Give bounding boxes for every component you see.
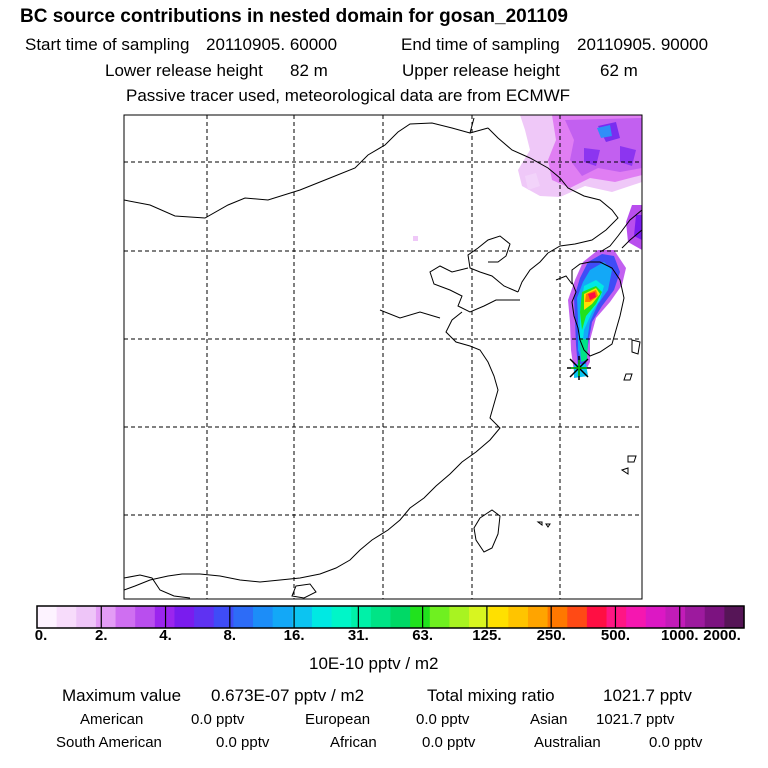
colorbar-cell xyxy=(115,606,136,628)
colorbar-tick-label: 63. xyxy=(412,627,434,644)
colorbar-tick-label: 500. xyxy=(600,627,631,644)
colorbar-cell xyxy=(665,606,686,628)
colorbar-cell xyxy=(292,606,313,628)
colorbar-cell xyxy=(95,606,117,628)
colorbar-cell xyxy=(429,606,451,628)
region-value: 0.0 pptv xyxy=(422,734,476,751)
colorbar-cell xyxy=(685,606,706,628)
colorbar-cell xyxy=(213,606,234,628)
region-name: American xyxy=(80,711,144,728)
colorbar-cell xyxy=(645,606,667,628)
max-value: 0.673E-07 pptv / m2 xyxy=(211,686,365,705)
colorbar-cell xyxy=(567,606,588,628)
colorbar-tick-label: 1000. xyxy=(660,627,699,644)
colorbar-cell xyxy=(233,606,254,628)
region-name: European xyxy=(305,711,371,728)
colorbar-cell xyxy=(370,606,392,628)
colorbar-cell xyxy=(469,606,490,628)
total-mixing-label: Total mixing ratio xyxy=(427,686,555,705)
upper-height-label: Upper release height xyxy=(402,61,560,80)
colorbar-cell xyxy=(626,606,647,628)
region-value: 0.0 pptv xyxy=(191,711,245,728)
colorbar-tick-label: 2000. xyxy=(703,627,741,644)
colorbar-tick-label: 0. xyxy=(34,627,48,644)
colorbar-units: 10E-10 pptv / m2 xyxy=(309,654,439,673)
lower-height-label: Lower release height xyxy=(105,61,263,80)
colorbar-cell xyxy=(724,606,745,628)
colorbar-cell xyxy=(76,606,97,628)
start-time-label: Start time of sampling xyxy=(25,35,190,54)
region-name: Australian xyxy=(534,734,601,751)
colorbar-tick-label: 2. xyxy=(95,627,108,644)
lower-height-value: 82 m xyxy=(290,61,328,80)
colorbar-tick-label: 31. xyxy=(347,627,369,644)
colorbar-cell xyxy=(606,606,627,628)
colorbar-frame xyxy=(36,605,745,629)
chart-title: BC source contributions in nested domain… xyxy=(20,6,568,27)
max-value-label: Maximum value xyxy=(62,686,182,705)
grid xyxy=(124,115,642,599)
coastlines xyxy=(124,117,642,599)
colorbar-cell xyxy=(351,606,372,628)
colorbar-cell xyxy=(56,606,77,628)
colorbar-cell xyxy=(586,606,608,628)
colorbar-cell xyxy=(135,606,156,628)
colorbar-tick-label: 16. xyxy=(283,627,305,644)
colorbar-tick-label: 8. xyxy=(223,627,237,644)
colorbar-tick-label: 125. xyxy=(472,627,502,644)
tracer-note: Passive tracer used, meteorological data… xyxy=(126,86,571,105)
colorbar-cell xyxy=(331,606,352,628)
region-value: 0.0 pptv xyxy=(649,734,703,751)
region-name: Asian xyxy=(530,711,568,728)
colorbar-cell xyxy=(527,606,549,628)
region-name: South American xyxy=(56,734,162,751)
colorbar-cell xyxy=(547,606,568,628)
colorbar-cell xyxy=(194,606,215,628)
colorbar-cell xyxy=(37,606,58,628)
colorbar-cell xyxy=(272,606,293,628)
total-mixing-value: 1021.7 pptv xyxy=(603,686,692,705)
region-value: 1021.7 pptv xyxy=(596,711,675,728)
colorbar-cell xyxy=(488,606,509,628)
colorbar-cell xyxy=(449,606,470,628)
colorbar-cell xyxy=(390,606,411,628)
region-value: 0.0 pptv xyxy=(216,734,270,751)
colorbar-cell xyxy=(311,606,333,628)
upper-height-value: 62 m xyxy=(600,61,638,80)
colorbar-cell xyxy=(410,606,431,628)
colorbar-tick-label: 250. xyxy=(536,627,566,644)
colorbar-tick-label: 4. xyxy=(159,627,172,644)
map-frame xyxy=(123,114,643,600)
receptor-marker xyxy=(567,356,591,380)
region-value: 0.0 pptv xyxy=(416,711,470,728)
region-name: African xyxy=(330,734,377,751)
end-time-label: End time of sampling xyxy=(401,35,560,54)
colorbar-cell xyxy=(253,606,274,628)
colorbar-cell xyxy=(508,606,529,628)
colorbar-cell xyxy=(174,606,195,628)
end-time-value: 20110905. 90000 xyxy=(577,35,709,54)
colorbar-cell xyxy=(704,606,725,628)
start-time-value: 20110905. 60000 xyxy=(206,35,338,54)
